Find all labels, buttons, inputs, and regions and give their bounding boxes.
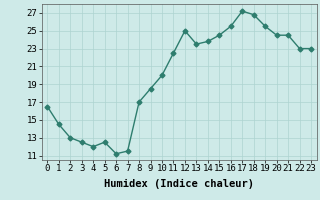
X-axis label: Humidex (Indice chaleur): Humidex (Indice chaleur) (104, 179, 254, 189)
